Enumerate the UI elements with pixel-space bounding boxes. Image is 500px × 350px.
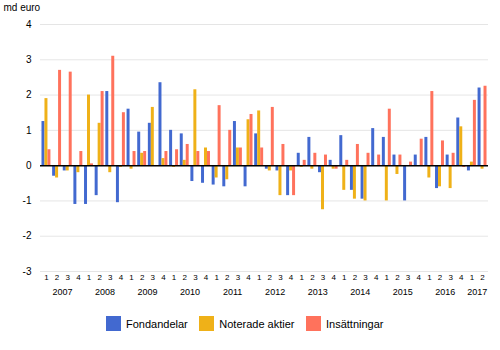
svg-text:1: 1 bbox=[214, 273, 219, 282]
svg-text:4: 4 bbox=[204, 273, 209, 282]
svg-text:3: 3 bbox=[108, 273, 113, 282]
svg-text:4: 4 bbox=[76, 273, 81, 282]
svg-text:2011: 2011 bbox=[223, 287, 242, 297]
svg-text:2: 2 bbox=[26, 89, 32, 100]
svg-text:1: 1 bbox=[87, 273, 92, 282]
svg-text:md euro: md euro bbox=[4, 2, 41, 13]
svg-text:2: 2 bbox=[353, 273, 358, 282]
svg-text:3: 3 bbox=[193, 273, 198, 282]
svg-text:1: 1 bbox=[427, 273, 432, 282]
svg-text:2: 2 bbox=[438, 273, 443, 282]
svg-text:2: 2 bbox=[480, 273, 485, 282]
svg-text:2009: 2009 bbox=[137, 287, 157, 297]
svg-text:4: 4 bbox=[459, 273, 464, 282]
svg-text:4: 4 bbox=[161, 273, 166, 282]
svg-text:4: 4 bbox=[374, 273, 379, 282]
svg-text:1: 1 bbox=[385, 273, 390, 282]
svg-text:-1: -1 bbox=[23, 195, 32, 206]
svg-text:3: 3 bbox=[448, 273, 453, 282]
svg-text:-2: -2 bbox=[23, 230, 32, 241]
svg-text:2: 2 bbox=[268, 273, 273, 282]
svg-text:2013: 2013 bbox=[308, 287, 328, 297]
svg-text:2: 2 bbox=[310, 273, 315, 282]
svg-text:2: 2 bbox=[55, 273, 60, 282]
svg-text:2: 2 bbox=[225, 273, 230, 282]
svg-text:4: 4 bbox=[289, 273, 294, 282]
svg-text:-3: -3 bbox=[23, 266, 32, 277]
svg-text:2008: 2008 bbox=[95, 287, 115, 297]
svg-text:4: 4 bbox=[26, 19, 32, 30]
svg-text:3: 3 bbox=[278, 273, 283, 282]
svg-text:1: 1 bbox=[300, 273, 305, 282]
html-text:Fondandelar: Fondandelar bbox=[126, 317, 188, 330]
svg-text:4: 4 bbox=[416, 273, 421, 282]
svg-text:2: 2 bbox=[140, 273, 145, 282]
svg-text:3: 3 bbox=[66, 273, 71, 282]
svg-text:0: 0 bbox=[26, 160, 32, 171]
svg-text:1: 1 bbox=[172, 273, 177, 282]
svg-text:2015: 2015 bbox=[393, 287, 413, 297]
svg-text:1: 1 bbox=[470, 273, 475, 282]
svg-text:3: 3 bbox=[26, 54, 32, 65]
svg-text:1: 1 bbox=[26, 125, 32, 136]
svg-text:3: 3 bbox=[406, 273, 411, 282]
svg-text:2010: 2010 bbox=[180, 287, 200, 297]
svg-text:1: 1 bbox=[44, 273, 49, 282]
svg-text:1: 1 bbox=[342, 273, 347, 282]
svg-text:3: 3 bbox=[321, 273, 326, 282]
html-text:Noterade aktier: Noterade aktier bbox=[219, 317, 295, 330]
svg-text:2012: 2012 bbox=[265, 287, 285, 297]
svg-text:2: 2 bbox=[395, 273, 400, 282]
svg-text:4: 4 bbox=[331, 273, 336, 282]
svg-text:4: 4 bbox=[119, 273, 124, 282]
svg-text:2007: 2007 bbox=[52, 287, 72, 297]
svg-text:1: 1 bbox=[257, 273, 262, 282]
svg-text:3: 3 bbox=[363, 273, 368, 282]
svg-text:2014: 2014 bbox=[350, 287, 370, 297]
svg-text:2017: 2017 bbox=[467, 287, 487, 297]
svg-text:3: 3 bbox=[236, 273, 241, 282]
svg-text:2: 2 bbox=[183, 273, 188, 282]
svg-text:4: 4 bbox=[246, 273, 251, 282]
svg-text:1: 1 bbox=[129, 273, 134, 282]
html-text:Insättningar: Insättningar bbox=[326, 317, 384, 330]
svg-text:2016: 2016 bbox=[435, 287, 455, 297]
svg-text:3: 3 bbox=[151, 273, 156, 282]
svg-text:2: 2 bbox=[97, 273, 102, 282]
